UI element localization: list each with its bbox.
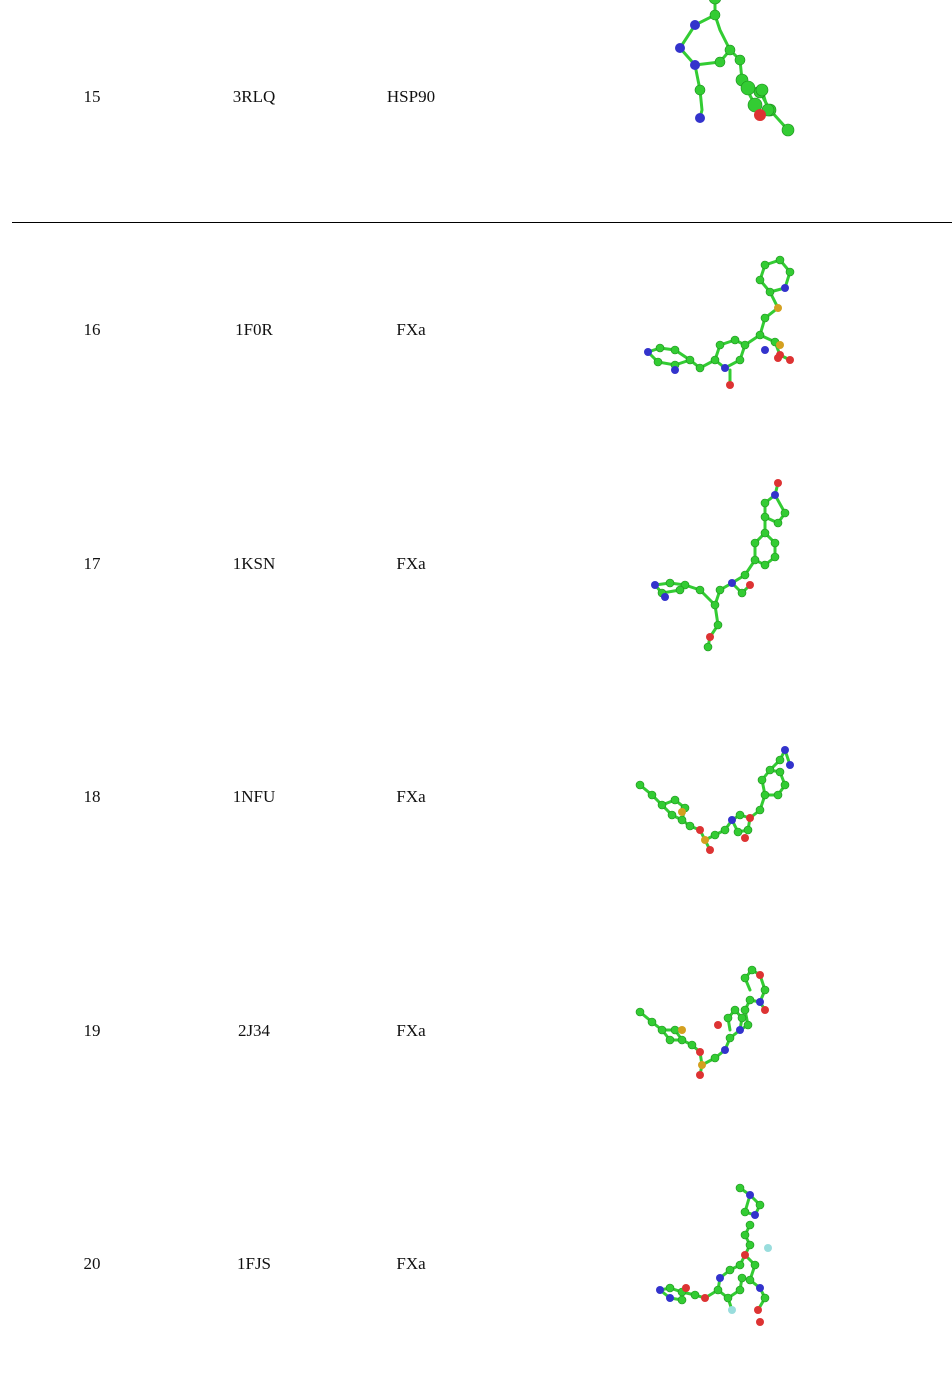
pdb-code: 1F0R xyxy=(235,320,273,339)
pdb-code: 1NFU xyxy=(232,787,276,806)
ligand-structure-image xyxy=(651,479,790,652)
ligand-structure-image xyxy=(635,746,794,854)
target-name: HSP90 xyxy=(386,87,436,106)
target-name: FXa xyxy=(396,1254,426,1273)
ligand-number: 19 xyxy=(83,1021,101,1040)
pdb-code: 1FJS xyxy=(236,1254,272,1273)
target-name: FXa xyxy=(396,1021,426,1040)
ligand-structure-image xyxy=(675,0,795,137)
ligand-number: 15 xyxy=(83,87,101,106)
target-name: FXa xyxy=(396,787,426,806)
ligand-number: 18 xyxy=(83,787,101,806)
pdb-code: 2J34 xyxy=(237,1021,271,1040)
ligand-structure-image xyxy=(635,965,770,1079)
ligand-structure-image xyxy=(644,255,795,389)
pdb-code: 1KSN xyxy=(232,554,276,573)
table-divider xyxy=(12,222,952,223)
ligand-structure-image xyxy=(656,1183,772,1326)
ligand-number: 16 xyxy=(83,320,101,339)
ligand-number: 20 xyxy=(83,1254,101,1273)
target-name: FXa xyxy=(396,554,426,573)
target-name: FXa xyxy=(396,320,426,339)
ligand-number: 17 xyxy=(83,554,101,573)
pdb-code: 3RLQ xyxy=(232,87,276,106)
